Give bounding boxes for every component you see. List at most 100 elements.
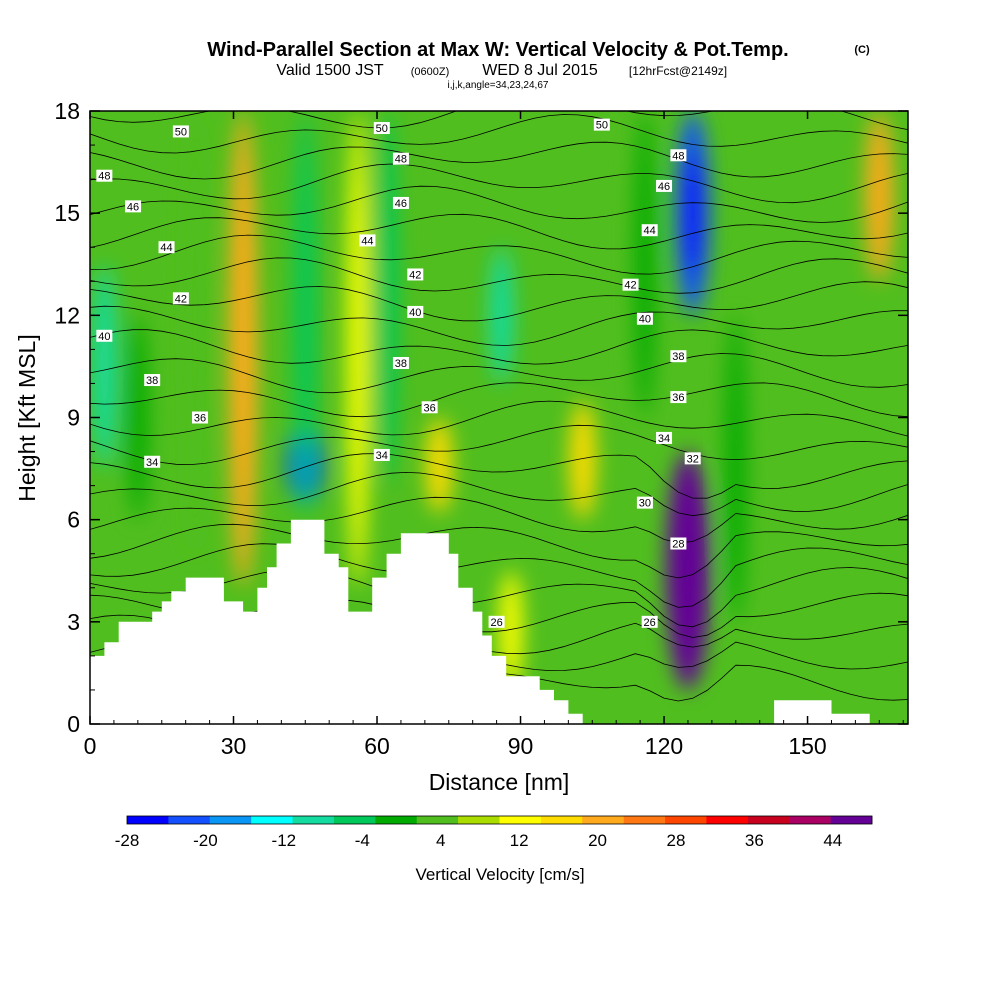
- isentrope-label-bg: [670, 537, 687, 550]
- isentrope-38: [90, 329, 908, 365]
- isentrope-label-bg: [392, 196, 409, 209]
- colorbar-swatch: [458, 816, 500, 824]
- isentrope-40: [90, 281, 908, 322]
- isentrope-label: 48: [96, 169, 113, 183]
- y-axis-label: Height [Kft MSL]: [14, 334, 40, 501]
- isentrope-label-text: 34: [658, 433, 670, 445]
- isentrope-label: 36: [421, 401, 438, 414]
- w-column-15: [725, 315, 746, 622]
- isentrope-46: [90, 141, 908, 180]
- y-tick-label: 15: [54, 200, 80, 226]
- isentrope-label: 50: [172, 125, 189, 138]
- isentrope-label: 44: [641, 224, 658, 237]
- isentrope-label-text: 42: [409, 269, 421, 281]
- colorbar-swatch: [623, 816, 666, 824]
- colorbar-tick-label: -4: [355, 831, 370, 850]
- isentrope-label-bg: [172, 125, 189, 138]
- valid-date: WED 8 Jul 2015: [482, 62, 598, 79]
- isentrope-label-text: 36: [424, 402, 436, 414]
- isentrope-labels: 50 48 46 44 42 40 38 36 34 50 48 46 44 42 40 38 36 34 50 48…: [96, 118, 701, 629]
- w-column-8: [426, 417, 453, 513]
- isentrope-49: [90, 104, 908, 107]
- isentrope-label: 32: [684, 452, 701, 465]
- isentrope-label-bg: [373, 122, 390, 135]
- colorbar-swatch: [582, 816, 624, 824]
- isentrope-label-text: 38: [395, 358, 407, 370]
- x-tick-label: 90: [508, 733, 534, 759]
- w-column-12: [634, 111, 655, 418]
- isentrope-31: [90, 496, 908, 544]
- isentrope-label-bg: [125, 200, 142, 213]
- w-column-5: [294, 111, 317, 520]
- isentrope-label: 42: [172, 292, 189, 305]
- w-column-0: [92, 264, 117, 469]
- isentrope-label-bg: [641, 615, 658, 628]
- colorbar-tick-label: -20: [193, 831, 218, 850]
- isentrope-label-bg: [158, 241, 175, 254]
- isentrope-label-text: 40: [98, 331, 110, 343]
- isentrope-45: [90, 163, 908, 204]
- isentrope-label-text: 30: [639, 498, 651, 510]
- isentrope-label-text: 44: [644, 225, 656, 237]
- y-tick-label: 9: [67, 405, 80, 431]
- x-axis: 0 30 60 90 120 150: [84, 111, 904, 759]
- y-tick-label: 6: [67, 507, 80, 533]
- x-axis-label: Distance [nm]: [429, 769, 570, 795]
- isentrope-label: 26: [488, 615, 505, 629]
- isentrope-label: 50: [593, 118, 610, 132]
- isentrope-33: [90, 453, 908, 499]
- isentrope-label-bg: [192, 411, 209, 424]
- isentrope-43: [90, 213, 908, 250]
- w-core-13: [675, 499, 701, 643]
- colorbar-tick-label: -28: [115, 831, 140, 850]
- isentrope-28: [90, 567, 908, 628]
- x-tick-label: 0: [84, 733, 97, 759]
- isentrope-label: 38: [144, 374, 161, 387]
- valid-time: Valid 1500 JST: [276, 62, 384, 79]
- isentrope-label-text: 44: [361, 235, 373, 247]
- isentrope-label-bg: [359, 234, 376, 247]
- isentrope-label-text: 48: [672, 150, 684, 162]
- isentrope-label-text: 32: [687, 453, 699, 465]
- isentrope-label: 44: [359, 234, 376, 247]
- colorbar-tick-label: 36: [745, 831, 764, 850]
- w-column-7: [375, 111, 398, 486]
- grid-info: i,j,k,angle=34,23,24,67: [448, 80, 549, 91]
- valid-utc: (0600Z): [411, 66, 450, 78]
- isentrope-label-bg: [636, 496, 653, 509]
- isentrope-label-bg: [373, 448, 390, 461]
- y-tick-label: 3: [67, 609, 80, 635]
- terrain-mask: [90, 519, 908, 724]
- isentrope-label-text: 38: [672, 351, 684, 363]
- colorbar-tick-label: 28: [666, 831, 685, 850]
- x-tick-label: 120: [645, 733, 683, 759]
- isentrope-label: 48: [670, 149, 687, 162]
- colorbar-label: Vertical Velocity [cm/s]: [415, 865, 584, 884]
- isentrope-label-bg: [144, 455, 161, 468]
- isentrope-label: 34: [656, 431, 673, 445]
- isentrope-36: [90, 382, 908, 418]
- isentrope-label: 34: [144, 455, 161, 469]
- isentrope-label-bg: [641, 224, 658, 237]
- isentrope-label-text: 34: [146, 457, 158, 469]
- isentrope-42: [90, 234, 908, 275]
- w-column-9: [489, 247, 513, 384]
- isentrope-label-bg: [392, 152, 409, 165]
- isentrope-label-bg: [622, 278, 639, 291]
- colorbar-tick-label: 44: [823, 831, 842, 850]
- isentrope-label-text: 36: [194, 413, 206, 425]
- colorbar-swatch: [251, 816, 293, 824]
- isentrope-label: 44: [158, 241, 175, 254]
- colorbar-swatch: [706, 816, 749, 824]
- isentrope-label: 36: [192, 411, 209, 425]
- isentrope-label: 42: [622, 278, 639, 292]
- isentrope-label: 30: [636, 496, 653, 510]
- isentrope-47: [90, 114, 908, 154]
- isentrope-label-text: 40: [409, 307, 421, 319]
- isentrope-label: 42: [407, 268, 424, 281]
- isentrope-29: [90, 543, 908, 608]
- colorbar-swatch: [375, 816, 418, 824]
- isentrope-label-text: 34: [376, 450, 388, 462]
